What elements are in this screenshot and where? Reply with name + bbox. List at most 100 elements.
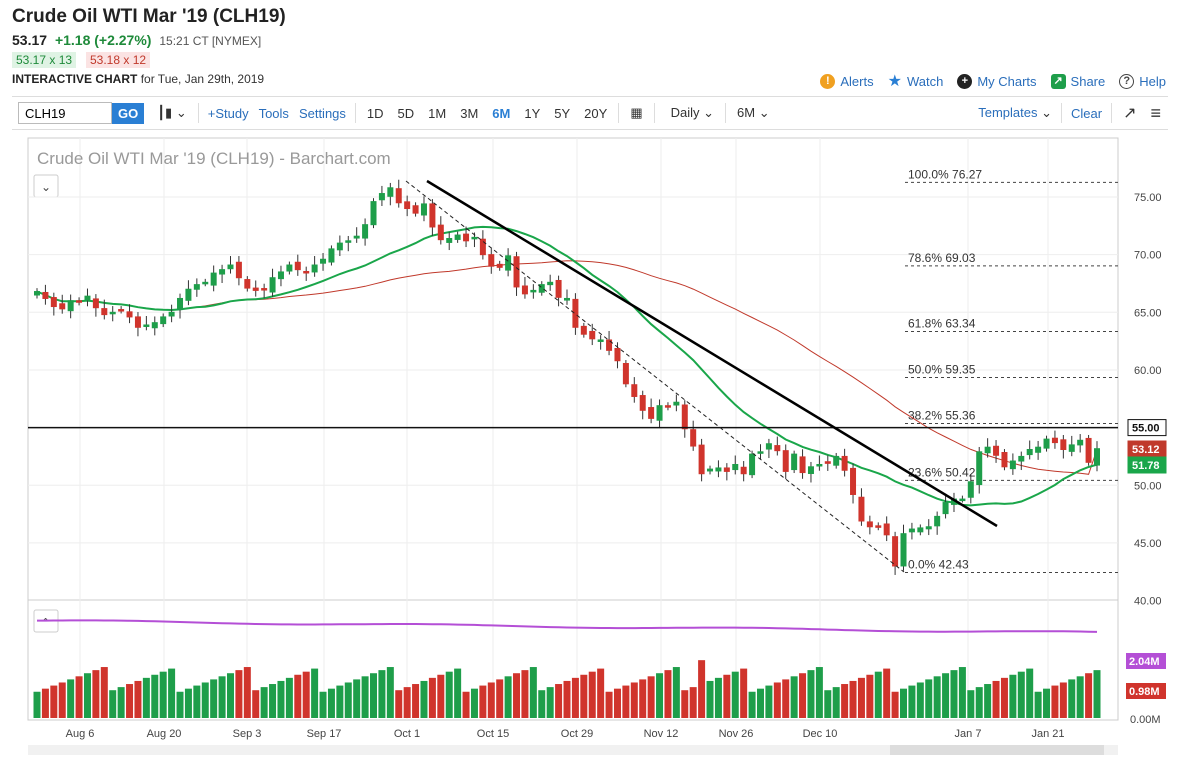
templates-label: Templates [978, 105, 1038, 120]
volume-ma-line [37, 619, 1098, 633]
candle-body [420, 203, 427, 216]
bid-badge: 53.17 x 13 [12, 52, 77, 68]
candle-body [160, 316, 167, 325]
volume-bar [151, 674, 159, 718]
scrollbar-thumb[interactable] [890, 745, 1104, 755]
volume-bar [605, 691, 613, 718]
candle-body [471, 236, 478, 240]
period-dropdown[interactable]: 6M ⌄ [730, 105, 777, 121]
moving-averages [36, 225, 1098, 507]
y-tick-label: 60.00 [1134, 365, 1162, 377]
tools-button[interactable]: Tools [258, 105, 289, 121]
volume-bar [933, 676, 941, 718]
toolbar-divider [1111, 103, 1113, 123]
symbol-input[interactable] [18, 102, 112, 124]
candle-body [740, 466, 747, 475]
share-link[interactable]: ↗ Share [1050, 71, 1105, 91]
volume-bar [992, 680, 1000, 718]
volume-bar [647, 676, 655, 718]
range-20y[interactable]: 20Y [584, 105, 608, 121]
volume-bar [950, 670, 958, 718]
watch-link[interactable]: ★ Watch [888, 71, 944, 91]
candle-body [639, 395, 646, 411]
templates-dropdown[interactable]: Templates ⌄ [973, 105, 1057, 121]
fib-label: 23.6% 50.42 [908, 465, 976, 479]
candle-body [816, 463, 823, 467]
period-label: 6M [737, 105, 756, 120]
volume-bar [815, 667, 823, 718]
x-tick-label: Nov 12 [644, 728, 679, 740]
fib-label: 38.2% 55.36 [908, 408, 976, 422]
volume-bar [1034, 691, 1042, 718]
range-5d[interactable]: 5D [397, 105, 415, 121]
candle-body [50, 297, 57, 308]
candle-body [765, 443, 772, 450]
candle-body [429, 203, 436, 228]
candlestick-icon: ┃▮ ⌄ [157, 105, 187, 120]
candle-body [277, 271, 284, 280]
expand-icon[interactable]: ↗ [1123, 105, 1137, 122]
chart-type-dropdown[interactable]: ┃▮ ⌄ [150, 105, 194, 121]
volume-bar [538, 690, 546, 718]
fib-label: 78.6% 69.03 [908, 251, 976, 265]
volume-bar [513, 673, 521, 718]
candle-body [757, 451, 764, 454]
help-link[interactable]: ? Help [1119, 71, 1166, 91]
candle-body [892, 536, 899, 567]
volume-bar [908, 685, 916, 718]
volume-bar [311, 668, 319, 718]
calendar-icon[interactable]: ▦ [630, 105, 643, 120]
study-button[interactable]: +Study [207, 105, 249, 121]
fib-label: 50.0% 59.35 [908, 362, 976, 376]
volume-bar [1026, 668, 1034, 718]
candle-body [1051, 437, 1058, 444]
volume-bar [226, 673, 234, 718]
trend-lines [28, 179, 1118, 573]
volume-bar [496, 679, 504, 718]
volume-bar [1009, 674, 1017, 718]
ask-badge: 53.18 x 12 [86, 52, 151, 68]
volume-bar [260, 687, 268, 718]
candle-body [76, 300, 83, 303]
volume-bar [201, 682, 209, 718]
volume-bar [193, 685, 201, 718]
settings-button[interactable]: Settings [298, 105, 346, 121]
candle-body [378, 193, 385, 201]
candle-body [59, 303, 66, 310]
range-1y[interactable]: 1Y [524, 105, 541, 121]
range-5y[interactable]: 5Y [554, 105, 571, 121]
go-button[interactable]: GO [112, 102, 145, 124]
candle-body [925, 526, 932, 530]
candle-body [1085, 437, 1092, 463]
candle-body [1094, 448, 1100, 466]
range-1m[interactable]: 1M [428, 105, 447, 121]
y-tick-label: 65.00 [1134, 307, 1162, 319]
y-tick-label: 45.00 [1134, 538, 1162, 550]
clear-button[interactable]: Clear [1071, 105, 1103, 121]
range-1d[interactable]: 1D [366, 105, 384, 121]
volume-bar [756, 688, 764, 718]
volume-bar [462, 691, 470, 718]
range-3m[interactable]: 3M [460, 105, 479, 121]
candle-body [555, 279, 562, 298]
top-links: ! Alerts ★ Watch + My Charts ↗ Share ? Help [820, 71, 1166, 91]
toolbar-divider [197, 103, 199, 123]
volume-bar [420, 680, 428, 718]
x-tick-label: Sep 17 [307, 728, 342, 740]
volume-bar [58, 682, 66, 718]
candle-body [698, 444, 705, 475]
candle-body [261, 288, 268, 291]
menu-icon[interactable]: ≡ [1150, 102, 1161, 123]
volume-bar [1076, 676, 1084, 718]
candle-body [673, 401, 680, 406]
candle-body [841, 455, 848, 471]
volume-bar [984, 684, 992, 718]
volume-bar [874, 671, 882, 718]
candle-body [648, 407, 655, 419]
mycharts-link[interactable]: + My Charts [957, 71, 1037, 91]
alerts-link[interactable]: ! Alerts [820, 71, 874, 91]
candle-body [84, 295, 91, 301]
range-6m[interactable]: 6M [492, 105, 511, 121]
interval-dropdown[interactable]: Daily ⌄ [659, 105, 721, 121]
